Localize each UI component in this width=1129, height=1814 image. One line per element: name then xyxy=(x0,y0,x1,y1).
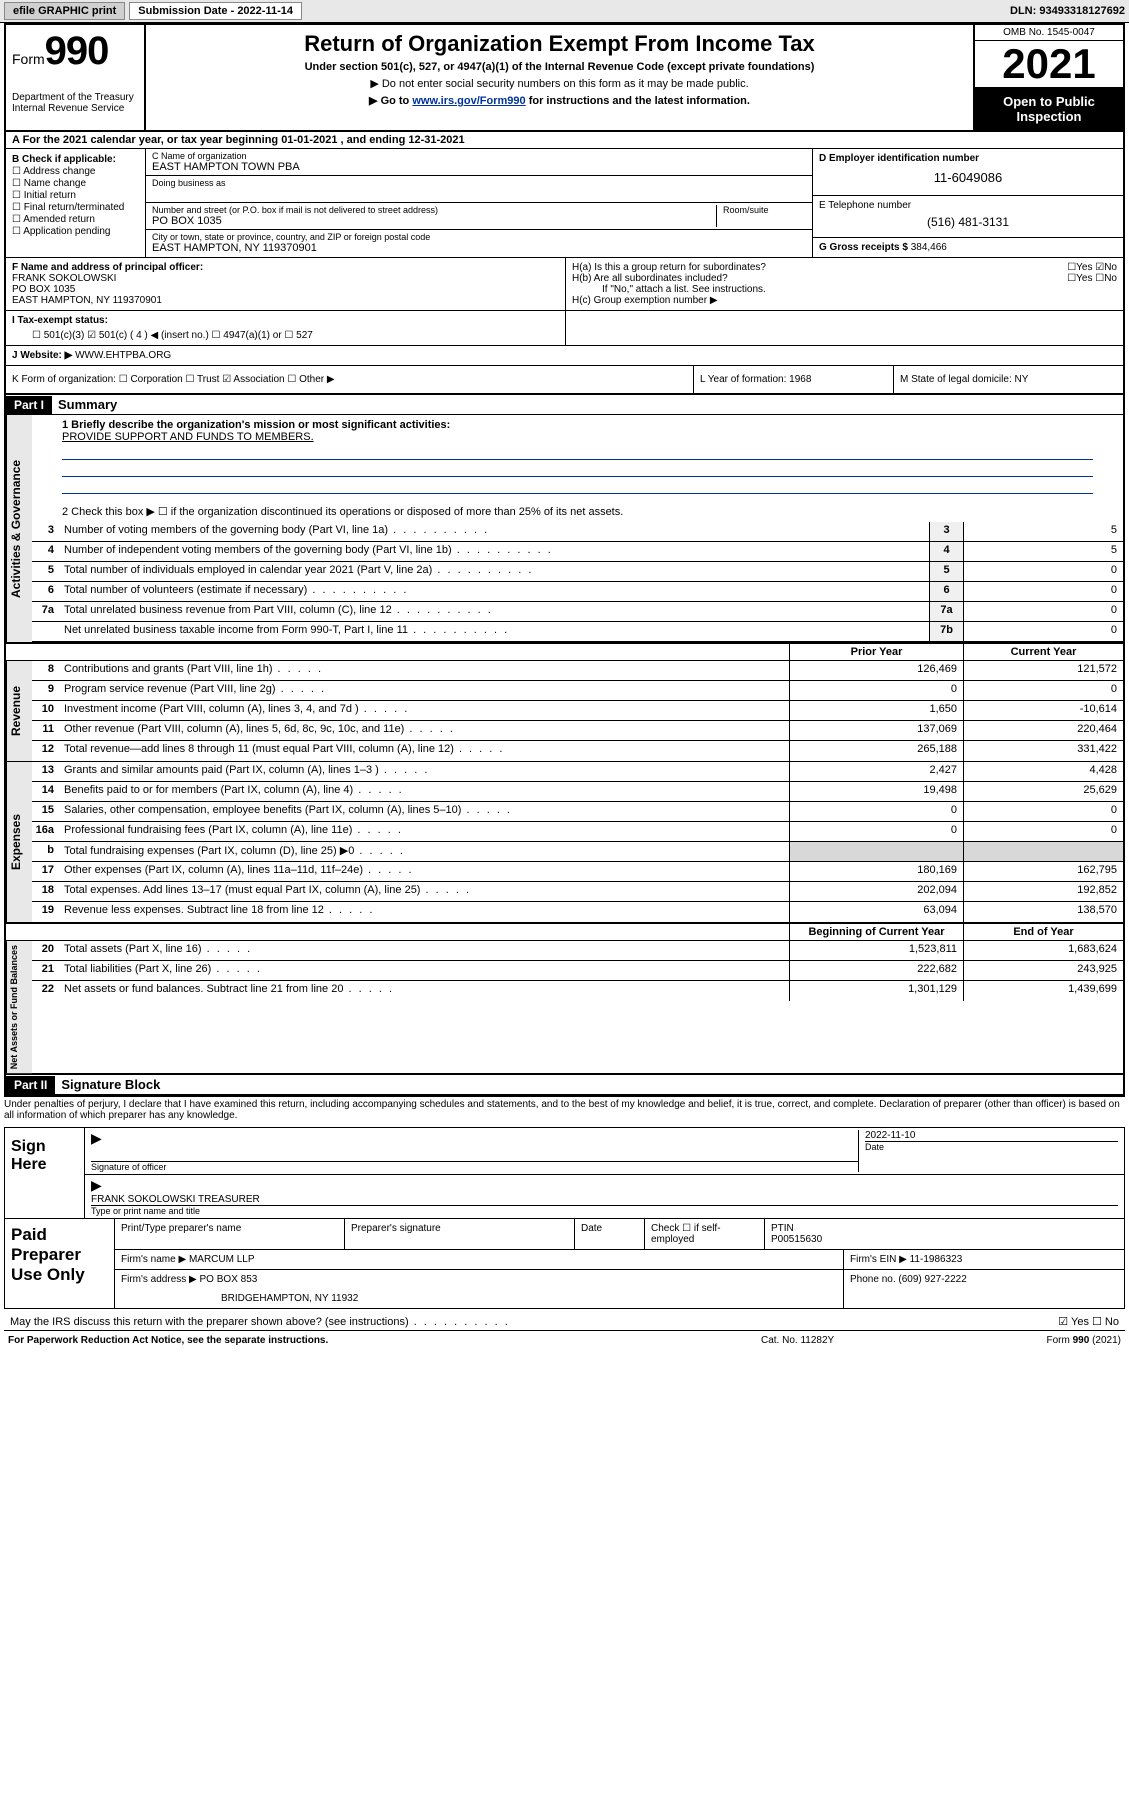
firm-ein: 11-1986323 xyxy=(910,1254,963,1265)
firm-name: MARCUM LLP xyxy=(189,1254,255,1265)
vtab-expenses: Expenses xyxy=(6,762,32,922)
summary-line: 22Net assets or fund balances. Subtract … xyxy=(32,981,1123,1001)
section-j: J Website: ▶ WWW.EHTPBA.ORG xyxy=(6,346,1123,366)
form-subtitle: Under section 501(c), 527, or 4947(a)(1)… xyxy=(156,61,963,73)
ssn-note: ▶ Do not enter social security numbers o… xyxy=(156,77,963,90)
summary-line: 14Benefits paid to or for members (Part … xyxy=(32,782,1123,802)
summary-line: 3Number of voting members of the governi… xyxy=(32,522,1123,542)
summary-line: 12Total revenue—add lines 8 through 11 (… xyxy=(32,741,1123,761)
mission-text: PROVIDE SUPPORT AND FUNDS TO MEMBERS. xyxy=(62,431,1093,443)
section-l: L Year of formation: 1968 xyxy=(693,366,893,393)
section-i: I Tax-exempt status: ☐ 501(c)(3) ☑ 501(c… xyxy=(6,311,566,345)
pra-notice: For Paperwork Reduction Act Notice, see … xyxy=(8,1335,761,1346)
website-note: ▶ Go to www.irs.gov/Form990 for instruct… xyxy=(156,94,963,107)
summary-line: 10Investment income (Part VIII, column (… xyxy=(32,701,1123,721)
part1-title: Summary xyxy=(52,395,123,414)
form-number: Form990 xyxy=(12,29,138,74)
chk-initial-return[interactable]: Initial return xyxy=(12,190,139,201)
discuss-answer: ☑ Yes ☐ No xyxy=(1058,1315,1119,1328)
summary-line: 18Total expenses. Add lines 13–17 (must … xyxy=(32,882,1123,902)
summary-line: 20Total assets (Part X, line 16)1,523,81… xyxy=(32,941,1123,961)
section-k: K Form of organization: ☐ Corporation ☐ … xyxy=(6,366,693,393)
section-f: F Name and address of principal officer:… xyxy=(6,258,566,310)
ein: 11-6049086 xyxy=(819,164,1117,191)
section-c: C Name of organization EAST HAMPTON TOWN… xyxy=(146,149,813,257)
h-a-answer: ☐Yes ☑No xyxy=(1067,262,1117,273)
summary-line: 19Revenue less expenses. Subtract line 1… xyxy=(32,902,1123,922)
ptin: P00515630 xyxy=(771,1234,822,1245)
irs-link[interactable]: www.irs.gov/Form990 xyxy=(412,95,525,107)
summary-line: 16aProfessional fundraising fees (Part I… xyxy=(32,822,1123,842)
summary-line: 5Total number of individuals employed in… xyxy=(32,562,1123,582)
submission-date: Submission Date - 2022-11-14 xyxy=(129,2,302,20)
cat-no: Cat. No. 11282Y xyxy=(761,1335,961,1346)
gross-receipts: 384,466 xyxy=(911,242,947,253)
vtab-revenue: Revenue xyxy=(6,661,32,761)
summary-line: 13Grants and similar amounts paid (Part … xyxy=(32,762,1123,782)
chk-address-change[interactable]: Address change xyxy=(12,166,139,177)
line-1-mission: 1 Briefly describe the organization's mi… xyxy=(32,415,1123,501)
form-frame: Form990 Department of the Treasury Inter… xyxy=(4,23,1125,1097)
department: Department of the Treasury Internal Reve… xyxy=(12,92,138,114)
vtab-net-assets: Net Assets or Fund Balances xyxy=(6,941,32,1073)
vtab-governance: Activities & Governance xyxy=(6,415,32,642)
section-m: M State of legal domicile: NY xyxy=(893,366,1123,393)
summary-line: 15Salaries, other compensation, employee… xyxy=(32,802,1123,822)
city-state-zip: EAST HAMPTON, NY 119370901 xyxy=(152,242,806,254)
signature-date: 2022-11-10 xyxy=(865,1130,1118,1141)
summary-line: 7aTotal unrelated business revenue from … xyxy=(32,602,1123,622)
summary-line: 17Other expenses (Part IX, column (A), l… xyxy=(32,862,1123,882)
paid-preparer-label: Paid Preparer Use Only xyxy=(5,1219,115,1308)
efile-button[interactable]: efile GRAPHIC print xyxy=(4,2,125,20)
summary-line: 4Number of independent voting members of… xyxy=(32,542,1123,562)
open-public-badge: Open to Public Inspection xyxy=(975,88,1123,130)
summary-line: 11Other revenue (Part VIII, column (A), … xyxy=(32,721,1123,741)
form-footer: Form 990 (2021) xyxy=(961,1335,1121,1346)
tax-year: 2021 xyxy=(975,41,1123,88)
summary-line: 6Total number of volunteers (estimate if… xyxy=(32,582,1123,602)
street-address: PO BOX 1035 xyxy=(152,215,716,227)
section-h: H(a) Is this a group return for subordin… xyxy=(566,258,1123,310)
officer-name-title: FRANK SOKOLOWSKI TREASURER xyxy=(91,1194,1118,1205)
section-b: B Check if applicable: Address change Na… xyxy=(6,149,146,257)
chk-final-return[interactable]: Final return/terminated xyxy=(12,202,139,213)
dln: DLN: 93493318127692 xyxy=(1010,5,1125,17)
part2-header: Part II xyxy=(6,1076,55,1094)
col-prior-year: Prior Year xyxy=(789,644,963,660)
penalty-statement: Under penalties of perjury, I declare th… xyxy=(0,1097,1129,1123)
firm-phone: (609) 927-2222 xyxy=(898,1274,966,1285)
org-name: EAST HAMPTON TOWN PBA xyxy=(152,161,806,173)
summary-line: bTotal fundraising expenses (Part IX, co… xyxy=(32,842,1123,862)
col-current-year: Current Year xyxy=(963,644,1123,660)
officer-name: FRANK SOKOLOWSKI xyxy=(12,273,116,284)
summary-line: 8Contributions and grants (Part VIII, li… xyxy=(32,661,1123,681)
omb-number: OMB No. 1545-0047 xyxy=(975,25,1123,41)
sign-here-label: Sign Here xyxy=(5,1128,85,1218)
top-toolbar: efile GRAPHIC print Submission Date - 20… xyxy=(0,0,1129,23)
website-url: WWW.EHTPBA.ORG xyxy=(75,350,171,361)
summary-line: 9Program service revenue (Part VIII, lin… xyxy=(32,681,1123,701)
telephone: (516) 481-3131 xyxy=(819,211,1117,233)
summary-line: Net unrelated business taxable income fr… xyxy=(32,622,1123,642)
summary-line: 21Total liabilities (Part X, line 26)222… xyxy=(32,961,1123,981)
h-b-answer: ☐Yes ☐No xyxy=(1067,273,1117,284)
chk-amended-return[interactable]: Amended return xyxy=(12,214,139,225)
col-begin-year: Beginning of Current Year xyxy=(789,924,963,940)
part2-title: Signature Block xyxy=(55,1075,166,1094)
firm-address: PO BOX 853 xyxy=(200,1274,258,1285)
chk-name-change[interactable]: Name change xyxy=(12,178,139,189)
section-d-e-g: D Employer identification number 11-6049… xyxy=(813,149,1123,257)
chk-application-pending[interactable]: Application pending xyxy=(12,226,139,237)
form-title: Return of Organization Exempt From Incom… xyxy=(156,31,963,57)
row-a-tax-year: A For the 2021 calendar year, or tax yea… xyxy=(6,132,1123,149)
line-2: 2 Check this box ▶ ☐ if the organization… xyxy=(32,501,1123,522)
discuss-question: May the IRS discuss this return with the… xyxy=(10,1316,1058,1328)
col-end-year: End of Year xyxy=(963,924,1123,940)
part1-header: Part I xyxy=(6,396,52,414)
